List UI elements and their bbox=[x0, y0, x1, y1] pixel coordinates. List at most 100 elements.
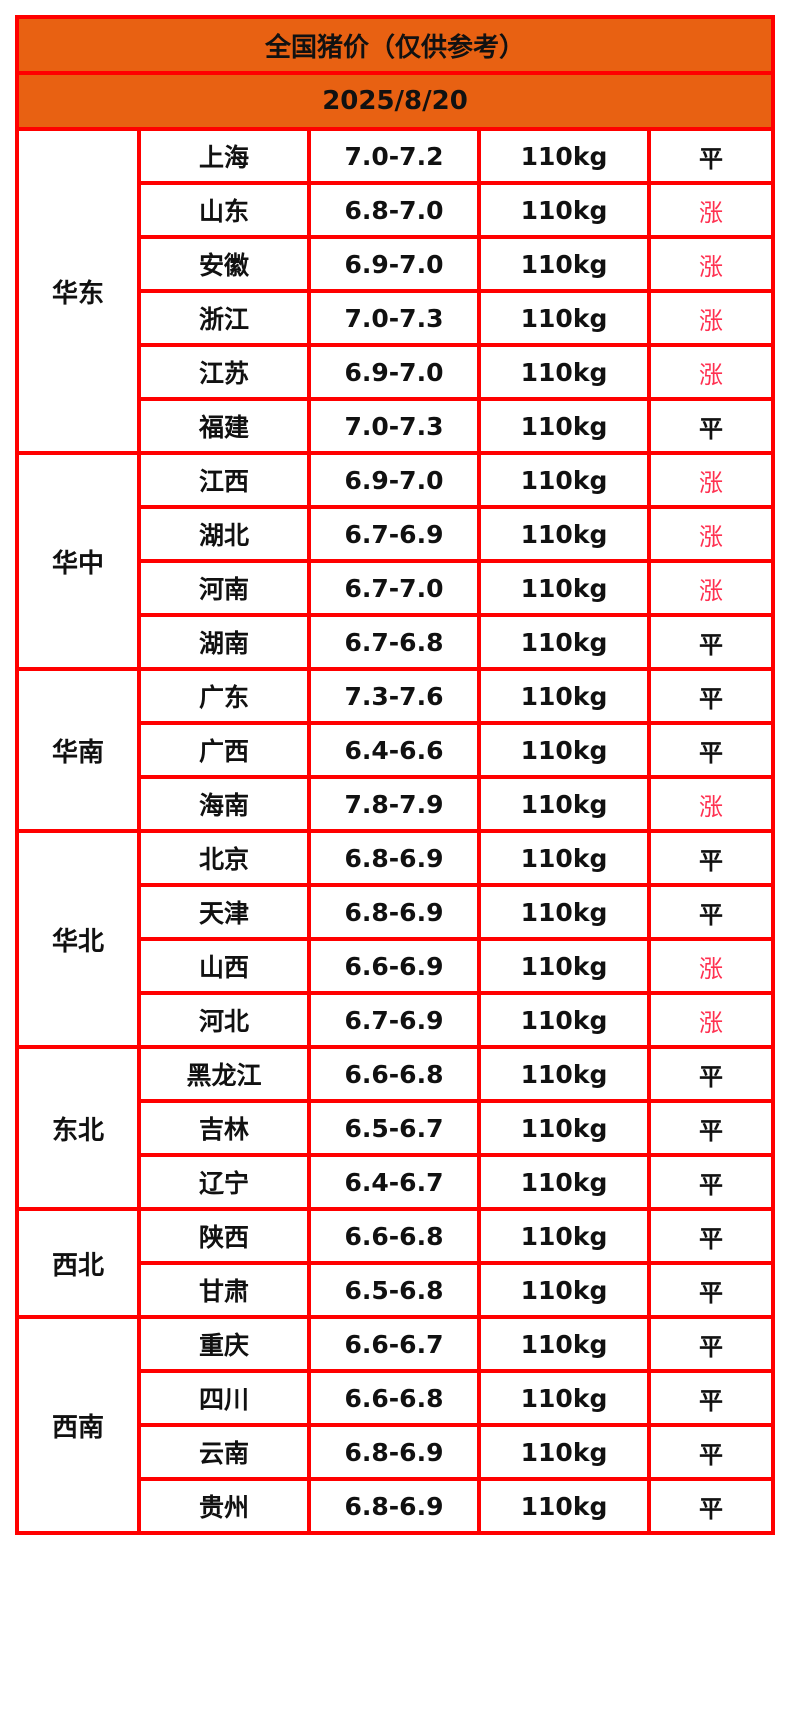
trend-cell: 平 bbox=[646, 1207, 776, 1265]
table-row: 云南 6.8-6.9 110kg 平 bbox=[17, 1423, 776, 1481]
weight-cell: 110kg bbox=[477, 829, 651, 887]
weight-cell: 110kg bbox=[477, 937, 651, 995]
table-row: 河北 6.7-6.9 110kg 涨 bbox=[17, 991, 776, 1049]
trend-cell: 平 bbox=[646, 1261, 776, 1319]
weight-cell: 110kg bbox=[477, 1099, 651, 1157]
weight-cell: 110kg bbox=[477, 289, 651, 347]
province-cell: 广东 bbox=[137, 667, 311, 725]
weight-cell: 110kg bbox=[477, 451, 651, 509]
trend-cell: 平 bbox=[646, 1153, 776, 1211]
region-cell: 东北 bbox=[15, 1045, 141, 1211]
table-row: 安徽 6.9-7.0 110kg 涨 bbox=[17, 235, 776, 293]
price-cell: 7.3-7.6 bbox=[307, 667, 481, 725]
price-cell: 6.4-6.7 bbox=[307, 1153, 481, 1211]
weight-cell: 110kg bbox=[477, 1207, 651, 1265]
weight-cell: 110kg bbox=[477, 127, 651, 185]
table-row: 贵州 6.8-6.9 110kg 平 bbox=[17, 1477, 776, 1535]
table-row: 西北 陕西 6.6-6.8 110kg 平 bbox=[15, 1207, 776, 1319]
province-cell: 北京 bbox=[137, 829, 311, 887]
weight-cell: 110kg bbox=[477, 1045, 651, 1103]
price-cell: 6.9-7.0 bbox=[307, 343, 481, 401]
trend-cell: 涨 bbox=[646, 991, 776, 1049]
weight-cell: 110kg bbox=[477, 721, 651, 779]
table-date: 2025/8/20 bbox=[14, 71, 776, 131]
weight-cell: 110kg bbox=[477, 343, 651, 401]
table-row: 西南 重庆 6.6-6.7 110kg 平 bbox=[15, 1315, 776, 1535]
province-cell: 云南 bbox=[137, 1423, 311, 1481]
province-cell: 广西 bbox=[137, 721, 311, 779]
trend-cell: 涨 bbox=[646, 289, 776, 347]
trend-cell: 平 bbox=[646, 1099, 776, 1157]
trend-cell: 平 bbox=[646, 1315, 776, 1373]
province-cell: 山西 bbox=[137, 937, 311, 995]
weight-cell: 110kg bbox=[477, 505, 651, 563]
province-cell: 河北 bbox=[137, 991, 311, 1049]
province-cell: 浙江 bbox=[137, 289, 311, 347]
region-cell: 华东 bbox=[15, 127, 141, 455]
weight-cell: 110kg bbox=[477, 1153, 651, 1211]
province-cell: 江苏 bbox=[137, 343, 311, 401]
trend-cell: 涨 bbox=[646, 181, 776, 239]
weight-cell: 110kg bbox=[477, 667, 651, 725]
trend-cell: 平 bbox=[646, 127, 776, 185]
weight-cell: 110kg bbox=[477, 559, 651, 617]
province-cell: 黑龙江 bbox=[137, 1045, 311, 1103]
price-cell: 6.7-6.8 bbox=[307, 613, 481, 671]
price-cell: 6.5-6.7 bbox=[307, 1099, 481, 1157]
price-cell: 7.0-7.3 bbox=[307, 397, 481, 455]
table-row: 广西 6.4-6.6 110kg 平 bbox=[17, 721, 776, 779]
province-cell: 贵州 bbox=[137, 1477, 311, 1535]
table-row: 四川 6.6-6.8 110kg 平 bbox=[17, 1369, 776, 1427]
trend-cell: 平 bbox=[646, 721, 776, 779]
table-row: 湖南 6.7-6.8 110kg 平 bbox=[17, 613, 776, 671]
region-cell: 华南 bbox=[15, 667, 141, 833]
province-cell: 上海 bbox=[137, 127, 311, 185]
table-row: 湖北 6.7-6.9 110kg 涨 bbox=[17, 505, 776, 563]
province-cell: 河南 bbox=[137, 559, 311, 617]
price-cell: 6.6-6.8 bbox=[307, 1045, 481, 1103]
trend-cell: 涨 bbox=[646, 235, 776, 293]
province-cell: 山东 bbox=[137, 181, 311, 239]
price-cell: 6.8-7.0 bbox=[307, 181, 481, 239]
weight-cell: 110kg bbox=[477, 1315, 651, 1373]
trend-cell: 涨 bbox=[646, 343, 776, 401]
trend-cell: 平 bbox=[646, 829, 776, 887]
price-cell: 7.0-7.3 bbox=[307, 289, 481, 347]
region-cell: 西南 bbox=[15, 1315, 141, 1535]
region-cell: 西北 bbox=[15, 1207, 141, 1319]
province-cell: 海南 bbox=[137, 775, 311, 833]
price-cell: 6.7-6.9 bbox=[307, 505, 481, 563]
price-cell: 7.8-7.9 bbox=[307, 775, 481, 833]
table-row: 河南 6.7-7.0 110kg 涨 bbox=[17, 559, 776, 617]
trend-cell: 平 bbox=[646, 613, 776, 671]
price-cell: 6.7-6.9 bbox=[307, 991, 481, 1049]
trend-cell: 平 bbox=[646, 1477, 776, 1535]
trend-cell: 平 bbox=[646, 883, 776, 941]
price-cell: 6.4-6.6 bbox=[307, 721, 481, 779]
province-cell: 安徽 bbox=[137, 235, 311, 293]
table-row: 浙江 7.0-7.3 110kg 涨 bbox=[17, 289, 776, 347]
weight-cell: 110kg bbox=[477, 235, 651, 293]
trend-cell: 平 bbox=[646, 1045, 776, 1103]
trend-cell: 涨 bbox=[646, 451, 776, 509]
trend-cell: 涨 bbox=[646, 559, 776, 617]
table-row: 华北 北京 6.8-6.9 110kg 平 bbox=[15, 829, 776, 1049]
price-cell: 6.6-6.8 bbox=[307, 1207, 481, 1265]
province-cell: 江西 bbox=[137, 451, 311, 509]
trend-cell: 涨 bbox=[646, 937, 776, 995]
weight-cell: 110kg bbox=[477, 1261, 651, 1319]
province-cell: 天津 bbox=[137, 883, 311, 941]
trend-cell: 平 bbox=[646, 1369, 776, 1427]
weight-cell: 110kg bbox=[477, 397, 651, 455]
table-row: 华南 广东 7.3-7.6 110kg 平 bbox=[15, 667, 776, 833]
table-row: 海南 7.8-7.9 110kg 涨 bbox=[17, 775, 776, 833]
weight-cell: 110kg bbox=[477, 1369, 651, 1427]
province-cell: 陕西 bbox=[137, 1207, 311, 1265]
table-title: 全国猪价（仅供参考） bbox=[14, 15, 776, 75]
table-row: 山东 6.8-7.0 110kg 涨 bbox=[17, 181, 776, 239]
trend-cell: 平 bbox=[646, 397, 776, 455]
province-cell: 辽宁 bbox=[137, 1153, 311, 1211]
price-cell: 6.9-7.0 bbox=[307, 451, 481, 509]
province-cell: 福建 bbox=[137, 397, 311, 455]
price-cell: 6.5-6.8 bbox=[307, 1261, 481, 1319]
